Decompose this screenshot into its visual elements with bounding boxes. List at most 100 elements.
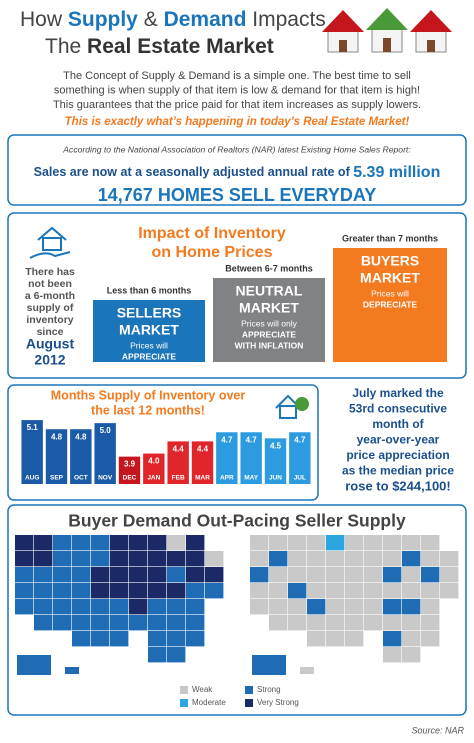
inventory-note: inventory bbox=[26, 314, 73, 326]
map-region bbox=[15, 535, 34, 551]
market-name: BUYERS bbox=[361, 253, 419, 269]
bar bbox=[21, 420, 43, 484]
sales-line-part: 5.39 million bbox=[353, 164, 440, 181]
map-region bbox=[186, 631, 205, 647]
map-region bbox=[53, 535, 72, 551]
map-region bbox=[186, 599, 205, 615]
map-region bbox=[288, 615, 307, 631]
map-region bbox=[300, 667, 314, 674]
value-label: 3.9 bbox=[124, 460, 136, 469]
intro-line: This guarantees that the price paid for … bbox=[53, 99, 421, 111]
map-region bbox=[250, 599, 269, 615]
market-desc: DEPRECIATE bbox=[363, 299, 417, 309]
x-tick-label: JUN bbox=[269, 475, 282, 482]
map-region bbox=[288, 583, 307, 599]
title-line-part: Supply bbox=[68, 8, 138, 31]
homes-sold: 14,767 HOMES SELL EVERYDAY bbox=[98, 185, 376, 205]
map-region bbox=[421, 583, 440, 599]
map-region bbox=[34, 599, 53, 615]
map-region bbox=[269, 551, 288, 567]
map-region bbox=[269, 567, 288, 583]
map-region bbox=[15, 583, 34, 599]
map-region bbox=[364, 583, 383, 599]
map-region bbox=[110, 615, 129, 631]
map-region bbox=[110, 599, 129, 615]
map-region bbox=[34, 615, 53, 631]
map-region bbox=[167, 599, 186, 615]
sales-line: Sales are now at a seasonally adjusted a… bbox=[34, 164, 441, 181]
map-region bbox=[364, 535, 383, 551]
map-region bbox=[167, 615, 186, 631]
inventory-note: not been bbox=[28, 278, 72, 290]
highlight: This is exactly what’s happening in toda… bbox=[65, 116, 410, 128]
houses-icon bbox=[322, 8, 452, 53]
map-region bbox=[326, 567, 345, 583]
map-region bbox=[148, 535, 167, 551]
map-region bbox=[307, 567, 326, 583]
map-region bbox=[148, 567, 167, 583]
map-region bbox=[110, 567, 129, 583]
maps-title: Buyer Demand Out-Pacing Seller Supply bbox=[68, 511, 406, 531]
map-region bbox=[345, 615, 364, 631]
map-region bbox=[345, 583, 364, 599]
map-region bbox=[17, 655, 51, 675]
map-region bbox=[364, 567, 383, 583]
legend-swatch bbox=[180, 686, 188, 694]
map-region bbox=[307, 631, 326, 647]
map-region bbox=[91, 615, 110, 631]
map-region bbox=[129, 535, 148, 551]
market-name: MARKET bbox=[360, 270, 420, 286]
map-region bbox=[148, 599, 167, 615]
map-region bbox=[402, 567, 421, 583]
title-line-part: Real Estate Market bbox=[87, 35, 274, 58]
inventory-note: a 6-month bbox=[25, 290, 75, 302]
map-region bbox=[307, 615, 326, 631]
x-tick-label: OCT bbox=[74, 475, 88, 482]
title-line-part: Impacts bbox=[246, 8, 325, 31]
map-region bbox=[72, 551, 91, 567]
map-region bbox=[345, 631, 364, 647]
map-region bbox=[15, 567, 34, 583]
map-region bbox=[91, 551, 110, 567]
map-region bbox=[34, 583, 53, 599]
map-region bbox=[402, 647, 421, 663]
legend-label: Moderate bbox=[192, 698, 226, 707]
legend-label: Strong bbox=[257, 685, 281, 694]
map-region bbox=[186, 535, 205, 551]
hand-house-icon bbox=[29, 226, 71, 259]
map-region bbox=[53, 583, 72, 599]
map-region bbox=[129, 599, 148, 615]
bar bbox=[264, 438, 287, 484]
chart-title: the last 12 months! bbox=[91, 403, 205, 417]
map-region bbox=[307, 583, 326, 599]
inventory-note: supply of bbox=[27, 302, 74, 314]
market-box bbox=[213, 278, 325, 362]
map-region bbox=[110, 631, 129, 647]
map-region bbox=[440, 551, 459, 567]
map-region bbox=[383, 631, 402, 647]
value-label: 4.5 bbox=[270, 441, 282, 450]
map-region bbox=[326, 631, 345, 647]
map-region bbox=[167, 631, 186, 647]
house-dollar-icon bbox=[275, 394, 309, 419]
market-name: MARKET bbox=[119, 322, 179, 338]
value-label: 4.7 bbox=[221, 435, 233, 444]
value-label: 4.8 bbox=[51, 432, 63, 441]
bar bbox=[94, 423, 116, 484]
map-region bbox=[364, 599, 383, 615]
map-region bbox=[345, 567, 364, 583]
value-label: 4.7 bbox=[246, 435, 258, 444]
nar-source: According to the National Association of… bbox=[62, 144, 411, 154]
chart-box bbox=[7, 384, 319, 501]
map-region bbox=[148, 583, 167, 599]
legend-label: Weak bbox=[192, 685, 213, 694]
map-region bbox=[307, 535, 326, 551]
map-region bbox=[383, 647, 402, 663]
x-tick-label: NOV bbox=[98, 475, 113, 482]
map-region bbox=[34, 567, 53, 583]
map-region bbox=[402, 599, 421, 615]
x-tick-label: JUL bbox=[294, 475, 306, 482]
value-label: 4.4 bbox=[197, 445, 209, 454]
map-region bbox=[205, 583, 224, 599]
inventory-box bbox=[7, 212, 467, 379]
